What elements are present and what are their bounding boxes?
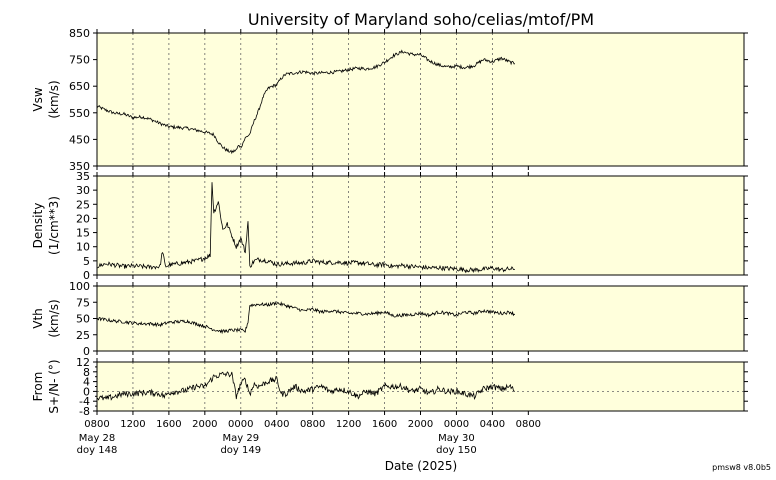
y-axis-unit-label: S+/N- (°)	[47, 359, 61, 413]
y-tick-label: 850	[69, 27, 90, 40]
x-tick-label: 0800	[516, 419, 541, 430]
y-tick-label: 5	[83, 255, 90, 268]
panel-vsw: 350 450 550 650 750 850 Vsw (km/s)	[31, 27, 748, 173]
version-label: pmsw8 v8.0b5	[712, 463, 771, 472]
doy-label: doy 150	[436, 445, 477, 456]
x-tick-label: 2000	[192, 419, 217, 430]
doy-label: doy 149	[220, 445, 261, 456]
date-label: May 29	[222, 433, 259, 444]
x-tick-label: 0800	[84, 419, 109, 430]
y-tick-label: 0	[83, 269, 90, 282]
y-tick-label: 450	[69, 133, 90, 146]
y-axis-unit-label: (1/cm**3)	[47, 196, 61, 255]
x-tick-label: 1600	[156, 419, 181, 430]
y-axis-unit-label: (km/s)	[47, 299, 61, 337]
y-axis-label: From	[31, 372, 45, 402]
date-label: May 30	[438, 433, 475, 444]
doy-label: doy 148	[77, 445, 118, 456]
y-tick-label: -8	[79, 405, 90, 418]
y-tick-label: 75	[76, 296, 90, 309]
x-tick-label: 1200	[120, 419, 145, 430]
x-tick-label: 0400	[480, 419, 505, 430]
x-tick-label: 2000	[408, 419, 433, 430]
x-tick-label: 0000	[228, 419, 253, 430]
y-axis-label: Vsw	[31, 87, 45, 111]
y-tick-label: 0	[83, 385, 90, 398]
y-tick-label: 15	[76, 227, 90, 240]
y-tick-label: 25	[76, 198, 90, 211]
y-tick-label: 550	[69, 107, 90, 120]
x-axis-label: Date (2025)	[385, 459, 457, 473]
y-tick-label: 20	[76, 212, 90, 225]
y-tick-label: 50	[76, 313, 90, 326]
series-line-density	[96, 182, 515, 274]
x-tick-label: 1200	[336, 419, 361, 430]
x-axis: 0800 1200 1600 2000 0000 0400 0800 1200 1600 2000…	[77, 419, 541, 456]
y-tick-label: 30	[76, 184, 90, 197]
y-tick-label: 0	[83, 345, 90, 358]
series-line-vsw	[96, 49, 516, 155]
y-axis-label: Density	[31, 203, 45, 249]
panel-vth: 0 25 50 75 100 Vth (km/s)	[31, 280, 748, 358]
y-tick-label: 8	[83, 366, 90, 379]
date-label: May 28	[79, 433, 116, 444]
x-tick-label: 1600	[372, 419, 397, 430]
y-tick-label: 35	[76, 170, 90, 183]
y-axis-unit-label: (km/s)	[47, 80, 61, 118]
y-tick-label: 25	[76, 329, 90, 342]
y-tick-label: 650	[69, 80, 90, 93]
y-tick-label: 10	[76, 241, 90, 254]
x-tick-label: 0400	[264, 419, 289, 430]
x-tick-label: 0000	[444, 419, 469, 430]
chart-title: University of Maryland soho/celias/mtof/…	[248, 10, 594, 29]
y-axis-label: Vth	[31, 308, 45, 329]
y-tick-label: 12	[76, 356, 90, 369]
y-tick-label: 100	[69, 280, 90, 293]
y-tick-label: 350	[69, 160, 90, 173]
series-line-vth	[96, 300, 516, 335]
series-line-from	[96, 371, 516, 401]
y-tick-label: 750	[69, 54, 90, 67]
x-tick-label: 0800	[300, 419, 325, 430]
y-tick-label: -4	[79, 395, 90, 408]
y-tick-label: 4	[83, 376, 90, 389]
